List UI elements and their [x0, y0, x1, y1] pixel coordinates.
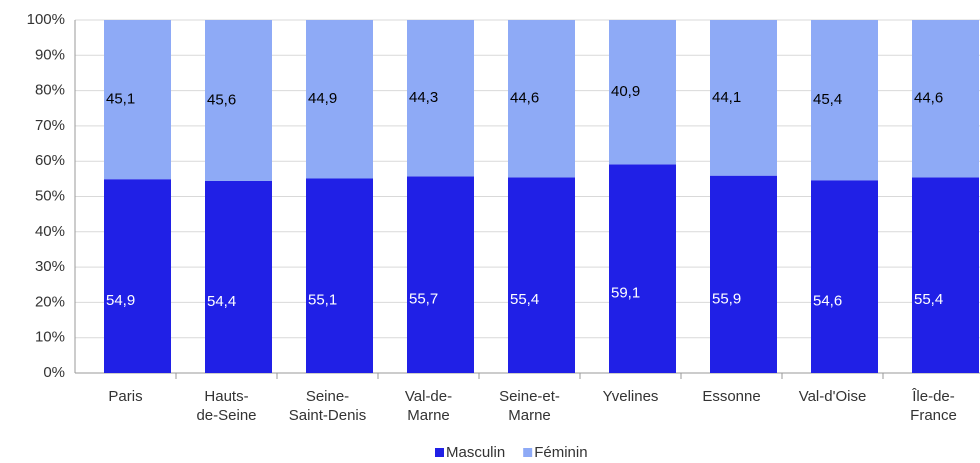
x-tick-label: Seine-et-Marne: [499, 388, 560, 424]
legend-label: Masculin: [446, 444, 505, 461]
data-label: 55,1: [308, 292, 337, 309]
bar-segment: [609, 20, 676, 165]
bar-segment: [811, 20, 878, 181]
bar-segment: [710, 20, 777, 176]
data-label: 45,4: [813, 91, 842, 108]
bar-segment: [407, 20, 474, 177]
y-tick-label: 40%: [35, 223, 65, 240]
x-tick-label: Yvelines: [603, 388, 659, 405]
x-tick-label: Essonne: [702, 388, 760, 405]
data-label: 44,6: [914, 90, 943, 107]
x-tick-label: Île-de-France: [910, 388, 957, 424]
data-label: 55,9: [712, 290, 741, 307]
bar-segment: [508, 20, 575, 178]
bar-segment: [407, 176, 474, 373]
data-label: 55,7: [409, 291, 438, 308]
data-label: 44,3: [409, 89, 438, 106]
bar-segment: [710, 175, 777, 373]
x-tick-label: Paris: [108, 388, 142, 405]
y-tick-label: 80%: [35, 82, 65, 99]
data-label: 55,4: [510, 291, 539, 308]
bar-segment: [104, 20, 171, 180]
data-label: 44,6: [510, 90, 539, 107]
x-tick-label: Val-de-Marne: [405, 388, 452, 424]
bar-segment: [811, 180, 878, 373]
legend-swatch: [435, 448, 444, 457]
legend-swatch: [523, 448, 533, 457]
y-tick-label: 50%: [35, 187, 65, 204]
y-tick-label: 70%: [35, 117, 65, 134]
data-label: 45,6: [207, 91, 236, 108]
data-label: 54,4: [207, 293, 236, 310]
bar-segment: [912, 177, 979, 373]
data-label: 54,6: [813, 293, 842, 310]
bar-segment: [205, 180, 272, 373]
x-tick-label: Val-d'Oise: [799, 388, 867, 405]
x-tick-label: Seine-Saint-Denis: [289, 388, 367, 424]
data-label: 44,9: [308, 90, 337, 107]
bar-segment: [104, 179, 171, 373]
y-tick-label: 60%: [35, 152, 65, 169]
bar-segment: [306, 20, 373, 179]
x-tick-label: Hauts-de-Seine: [196, 388, 256, 424]
data-label: 40,9: [611, 83, 640, 100]
y-tick-label: 30%: [35, 258, 65, 275]
data-label: 54,9: [106, 292, 135, 309]
data-label: 55,4: [914, 291, 943, 308]
y-tick-label: 90%: [35, 46, 65, 63]
bar-segment: [508, 177, 575, 373]
legend-label: Féminin: [534, 444, 587, 461]
y-tick-label: 0%: [43, 364, 65, 381]
data-label: 45,1: [106, 91, 135, 108]
bar-segment: [609, 164, 676, 373]
bar-segment: [912, 20, 979, 178]
data-label: 59,1: [611, 285, 640, 302]
bar-segment: [306, 178, 373, 373]
y-tick-label: 10%: [35, 329, 65, 346]
y-tick-label: 100%: [27, 11, 65, 28]
bar-segment: [205, 20, 272, 181]
data-label: 44,1: [712, 89, 741, 106]
y-tick-label: 20%: [35, 293, 65, 310]
